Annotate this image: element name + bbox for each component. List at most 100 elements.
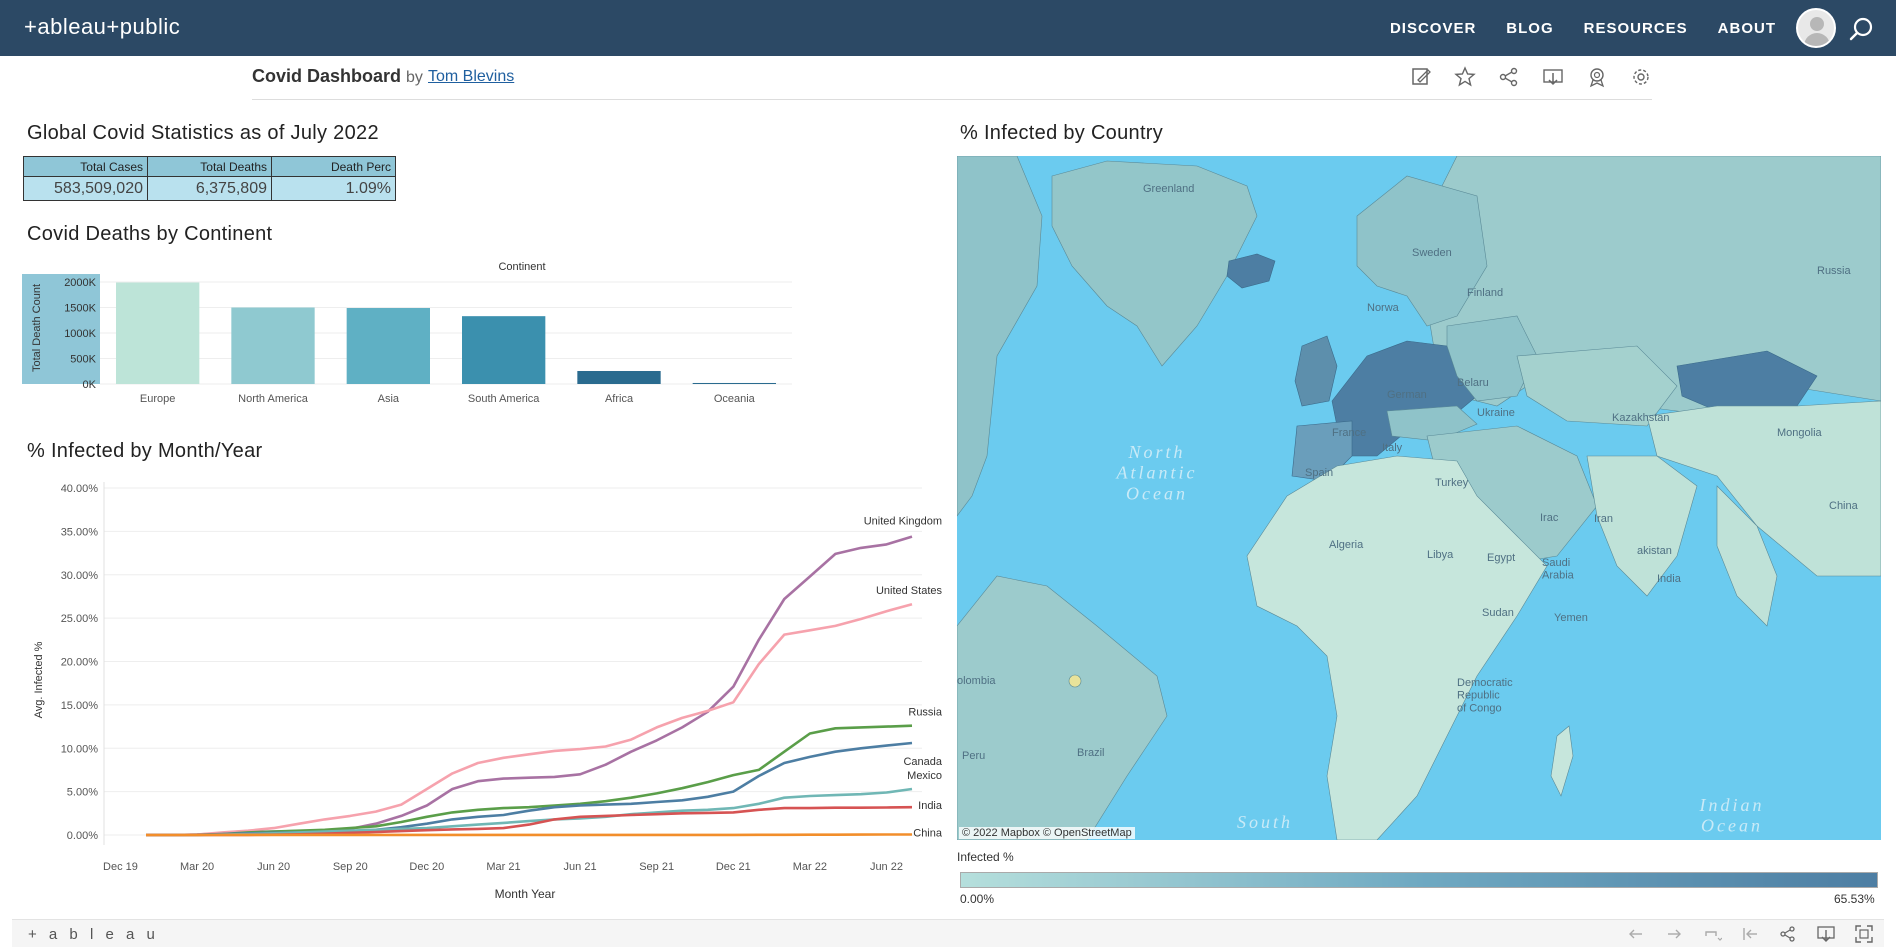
series-label: United States — [876, 585, 943, 597]
bar-x-label: North America — [238, 393, 309, 405]
bar-north-america[interactable] — [231, 307, 315, 385]
label-libya: Libya — [1427, 549, 1454, 561]
top-navigation-bar: +ableau+public DISCOVER BLOG RESOURCES A… — [0, 0, 1896, 56]
header-death-perc: Death Perc — [271, 156, 396, 177]
china-shape[interactable] — [1646, 400, 1881, 577]
viz-footer-toolbar: + a b l e a u — [12, 919, 1884, 947]
scandinavia-shape[interactable] — [1356, 175, 1488, 327]
nav-discover[interactable]: DISCOVER — [1389, 19, 1477, 37]
bar-y-tick-label: 1000K — [64, 328, 96, 340]
map-section-title: % Infected by Country — [960, 122, 1164, 144]
line-y-axis-title: Avg. Infected % — [33, 641, 45, 718]
infected-country-map[interactable]: Greenland Sweden Finland Norwa Russia Be… — [957, 156, 1881, 840]
stats-section-title: Global Covid Statistics as of July 2022 — [27, 122, 379, 144]
southeast-asia-shape[interactable] — [1716, 485, 1778, 627]
french-guiana-shape[interactable] — [1068, 674, 1082, 688]
value-total-cases[interactable]: 583,509,020 — [23, 176, 148, 201]
nav-about[interactable]: ABOUT — [1717, 19, 1776, 37]
bar-x-label: South America — [468, 393, 540, 405]
badge-icon[interactable] — [1586, 66, 1608, 88]
map-legend-color-ramp — [960, 872, 1878, 888]
download-icon[interactable] — [1542, 66, 1564, 88]
label-algeria: Algeria — [1329, 539, 1364, 551]
bar-y-tick-label: 1500K — [64, 303, 96, 315]
tableau-public-logo[interactable]: +ableau+public — [24, 14, 181, 39]
series-line-russia[interactable] — [146, 724, 913, 837]
undo-icon[interactable] — [1626, 924, 1646, 944]
header-total-deaths: Total Deaths — [147, 156, 272, 177]
series-line-mexico[interactable] — [146, 787, 913, 837]
continent-bar-chart: Continent Total Death Count 2000K 1500K 10… — [22, 261, 792, 405]
footer-share-icon[interactable] — [1778, 924, 1798, 944]
label-spain: Spain — [1305, 467, 1333, 479]
label-sweden: Sweden — [1412, 247, 1452, 259]
eastern-europe-shape[interactable] — [1446, 315, 1538, 402]
label-norway: Norwa — [1367, 302, 1400, 314]
bar-africa[interactable] — [577, 370, 661, 384]
label-iraq: Irac — [1540, 512, 1559, 524]
line-x-tick-label: Jun 21 — [564, 861, 597, 873]
redo-icon[interactable] — [1664, 924, 1684, 944]
series-line-united-states[interactable] — [146, 602, 913, 837]
series-line-united-kingdom[interactable] — [146, 535, 913, 837]
map-legend-max: 65.53% — [1834, 892, 1875, 906]
africa-shape[interactable] — [1246, 455, 1548, 840]
line-y-tick-label: 30.00% — [61, 570, 99, 582]
series-label: Russia — [908, 707, 943, 719]
bar-south-america[interactable] — [462, 316, 546, 384]
edit-icon[interactable] — [1410, 66, 1432, 88]
line-x-tick-label: Dec 19 — [103, 861, 138, 873]
settings-gear-icon[interactable] — [1630, 66, 1652, 88]
label-saudi: Saudi Arabia — [1542, 557, 1575, 582]
value-death-perc[interactable]: 1.09% — [271, 176, 396, 201]
avatar-head-shape — [1810, 17, 1824, 31]
line-y-tick-label: 10.00% — [61, 743, 99, 755]
bar-y-tick-label: 500K — [70, 354, 96, 366]
series-label: Canada — [903, 756, 942, 768]
iceland-shape[interactable] — [1226, 253, 1276, 289]
label-greenland: Greenland — [1143, 183, 1194, 195]
footer-tools — [1626, 924, 1874, 944]
nav-resources[interactable]: RESOURCES — [1583, 19, 1688, 37]
share-icon[interactable] — [1498, 66, 1520, 88]
tableau-footer-logo[interactable]: + a b l e a u — [28, 926, 159, 943]
line-x-tick-label: Mar 21 — [486, 861, 520, 873]
y-axis-band — [22, 274, 100, 384]
bar-x-label: Oceania — [714, 393, 756, 405]
kazakhstan-shape[interactable] — [1516, 345, 1678, 427]
user-avatar[interactable] — [1796, 8, 1836, 48]
viz-title-bar: Covid Dashboard by Tom Blevins — [252, 66, 1652, 100]
series-line-china[interactable] — [146, 833, 912, 837]
bar-asia[interactable] — [346, 308, 430, 384]
line-x-tick-label: Dec 21 — [716, 861, 751, 873]
madagascar-shape[interactable] — [1550, 725, 1574, 797]
south-america-shape[interactable] — [957, 575, 1168, 840]
footer-download-icon[interactable] — [1816, 924, 1836, 944]
value-total-deaths[interactable]: 6,375,809 — [147, 176, 272, 201]
bar-europe[interactable] — [116, 282, 200, 384]
infected-line-chart: Avg. Infected % Month Year 40.00% 35.00% 3… — [33, 482, 943, 901]
series-label: Mexico — [907, 770, 942, 782]
global-stats-table: Total Cases Total Deaths Death Perc 583,… — [23, 156, 396, 201]
label-italy: Italy — [1382, 442, 1403, 454]
fullscreen-icon[interactable] — [1854, 924, 1874, 944]
by-label: by — [406, 69, 423, 86]
label-finland: Finland — [1467, 287, 1503, 299]
reset-icon[interactable] — [1740, 924, 1760, 944]
map-attribution[interactable]: © 2022 Mapbox © OpenStreetMap — [959, 827, 1135, 839]
india-shape[interactable] — [1586, 455, 1698, 597]
map-canvas[interactable]: Greenland Sweden Finland Norwa Russia Be… — [957, 156, 1881, 840]
north-america-shape[interactable] — [957, 156, 1043, 517]
nav-blog[interactable]: BLOG — [1506, 19, 1554, 37]
search-icon[interactable] — [1848, 16, 1874, 42]
uk-shape[interactable] — [1294, 335, 1338, 407]
greenland-shape[interactable] — [1051, 160, 1258, 367]
continent-top-label: Continent — [498, 261, 545, 273]
revert-icon[interactable] — [1702, 924, 1722, 944]
line-x-tick-label: Dec 20 — [409, 861, 444, 873]
favorite-star-icon[interactable] — [1454, 66, 1476, 88]
label-yemen: Yemen — [1554, 612, 1588, 624]
bar-oceania[interactable] — [692, 382, 776, 384]
author-link[interactable]: Tom Blevins — [428, 68, 515, 85]
line-y-tick-label: 15.00% — [61, 700, 99, 712]
